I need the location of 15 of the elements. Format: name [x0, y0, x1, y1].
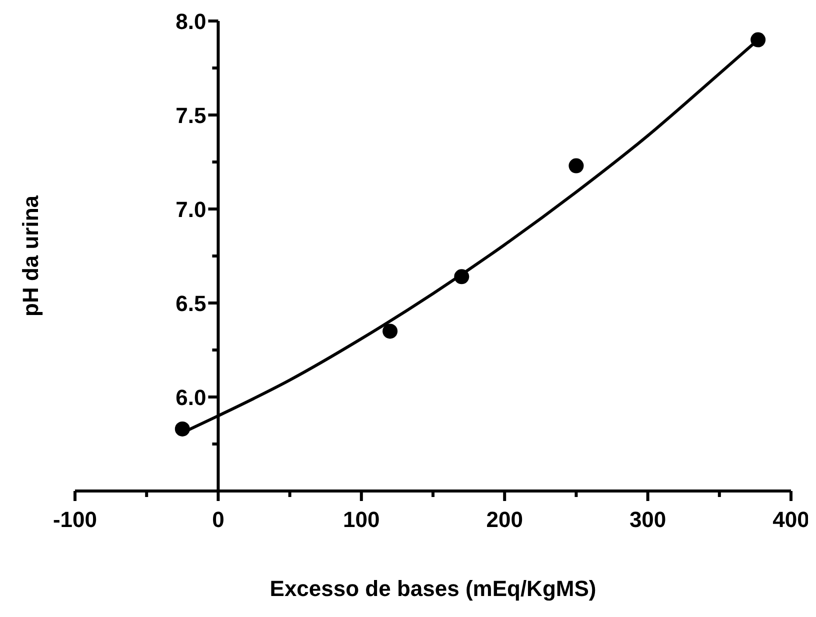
x-tick-label: 100 — [343, 507, 380, 532]
x-tick-label: 300 — [629, 507, 666, 532]
x-tick-label: 400 — [772, 507, 810, 532]
x-tick-label: 200 — [486, 507, 523, 532]
y-tick-label: 8.0 — [176, 9, 206, 34]
y-tick-label: 7.5 — [176, 103, 206, 128]
point — [568, 158, 584, 174]
y-axis-title: pH da urina — [18, 194, 43, 317]
x-tick-label: -100 — [52, 507, 98, 532]
point — [382, 324, 398, 339]
x-axis-title: Excesso de bases (mEq/KgMS) — [270, 576, 596, 601]
y-tick-label: 6.5 — [176, 291, 206, 316]
x-tick-label: 0 — [212, 507, 224, 532]
y-tick-label: 6.0 — [176, 385, 206, 410]
y-tick-label: 7.0 — [176, 197, 206, 222]
